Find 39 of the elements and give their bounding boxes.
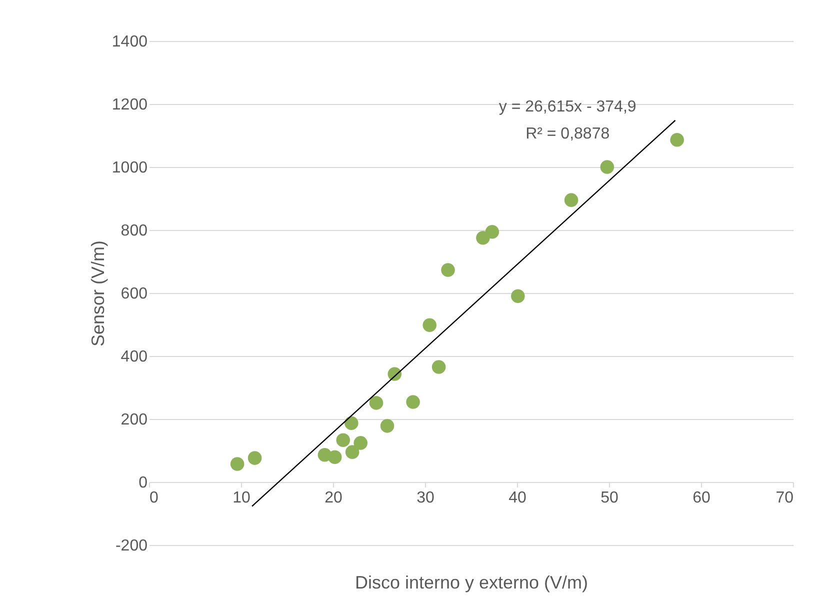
y-axis-title: Sensor (V/m): [88, 240, 108, 347]
point: [511, 289, 525, 304]
x-tick-label: 50: [600, 490, 618, 506]
x-tick-label: 70: [776, 490, 794, 506]
point: [328, 450, 342, 464]
annotation: R² = 0,8878: [526, 126, 610, 143]
point: [344, 416, 358, 430]
point: [432, 360, 446, 374]
point: [354, 436, 368, 450]
point: [336, 433, 350, 447]
point: [248, 451, 262, 465]
x-axis-title: Disco interno y externo (V/m): [354, 572, 588, 592]
y-tick-label: 400: [120, 348, 148, 366]
x-tick-label: 10: [232, 490, 250, 506]
point: [230, 457, 244, 471]
point: [670, 133, 684, 147]
x-tick-label: 0: [150, 490, 158, 506]
point: [369, 396, 384, 410]
y-tick-label: 1000: [112, 160, 148, 176]
point: [345, 445, 360, 459]
y-tick-label: 0: [138, 474, 148, 492]
point: [564, 193, 578, 207]
y-tick-label: 600: [120, 286, 148, 302]
point: [485, 225, 500, 239]
point: [600, 160, 614, 174]
y-tick-label: 1400: [112, 34, 148, 50]
point: [380, 419, 394, 433]
point: [406, 395, 420, 409]
y-tick-label: -200: [115, 538, 148, 554]
point: [422, 318, 436, 332]
y-tick-label: 1200: [112, 96, 148, 114]
x-tick-label: 60: [692, 490, 710, 506]
y-tick-label: 800: [120, 222, 148, 240]
x-tick-label: 30: [416, 490, 434, 506]
x-tick-label: 40: [508, 490, 526, 506]
y-tick-label: 200: [120, 412, 148, 428]
annotation: y = 26,615x - 374,9: [498, 98, 636, 116]
x-tick-label: 20: [324, 490, 342, 506]
point: [441, 263, 455, 277]
